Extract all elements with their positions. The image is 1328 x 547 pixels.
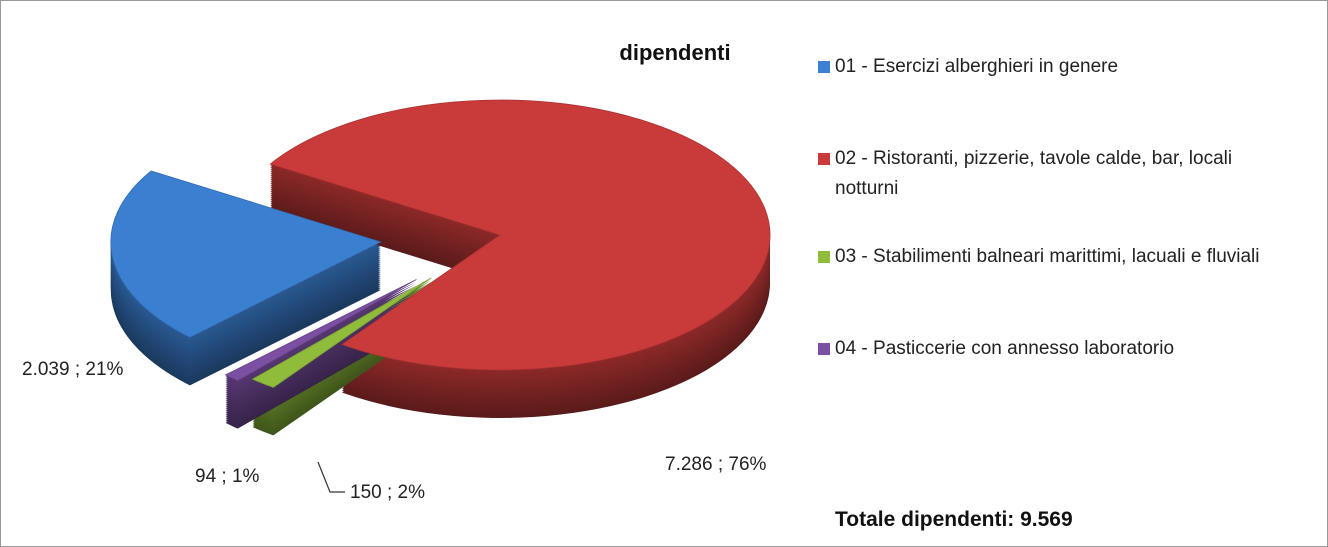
data-label: 94 ; 1% [195, 466, 260, 487]
slice [251, 277, 432, 388]
legend-swatch [818, 153, 830, 165]
annotation: Totale dipendenti: 9.569 [835, 508, 1073, 531]
legend-swatch [818, 251, 830, 263]
slice [224, 279, 417, 382]
data-label: 7.286 ; 76% [665, 454, 767, 475]
legend-label: 03 - Stabilimenti balneari marittimi, la… [835, 246, 1260, 267]
legend-label: 04 - Pasticcerie con annesso laboratorio [835, 338, 1175, 359]
data-label: 2.039 ; 21% [22, 359, 124, 380]
chart-title: dipendenti [619, 40, 731, 65]
legend-swatch [818, 61, 830, 73]
slice [269, 99, 771, 371]
slice [110, 170, 382, 338]
data-label: 150 ; 2% [350, 482, 425, 503]
legend-item: 02 - Ristoranti, pizzerie, tavole calde,… [818, 144, 1288, 204]
leader-line [317, 461, 345, 493]
legend-item: 03 - Stabilimenti balneari marittimi, la… [818, 242, 1288, 272]
legend-item: 01 - Esercizi alberghieri in genere [818, 52, 1288, 82]
legend-swatch [818, 343, 830, 355]
legend-label: 01 - Esercizi alberghieri in genere [835, 56, 1119, 77]
legend-label: 02 - Ristoranti, pizzerie, tavole calde,… [835, 148, 1233, 199]
legend-item: 04 - Pasticcerie con annesso laboratorio [818, 334, 1288, 364]
